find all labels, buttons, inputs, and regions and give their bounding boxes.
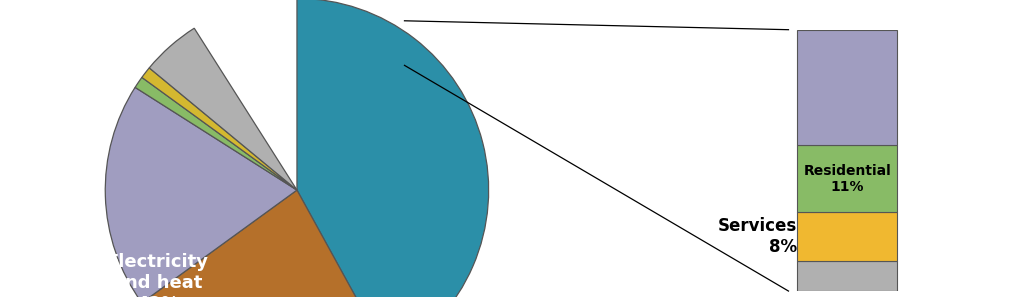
Text: Services
8%: Services 8% [718, 217, 798, 256]
Bar [798, 261, 897, 291]
Bar [798, 145, 897, 212]
Text: Electricity
and heat
42%: Electricity and heat 42% [106, 253, 208, 297]
Text: Residential
11%: Residential 11% [804, 164, 891, 194]
Bar [798, 30, 897, 145]
Bar [798, 212, 897, 261]
Text: 19%: 19% [41, 156, 84, 174]
Wedge shape [135, 78, 297, 190]
Wedge shape [297, 0, 488, 297]
Wedge shape [105, 87, 297, 297]
Wedge shape [150, 28, 297, 190]
Wedge shape [142, 68, 297, 190]
Wedge shape [142, 190, 389, 297]
